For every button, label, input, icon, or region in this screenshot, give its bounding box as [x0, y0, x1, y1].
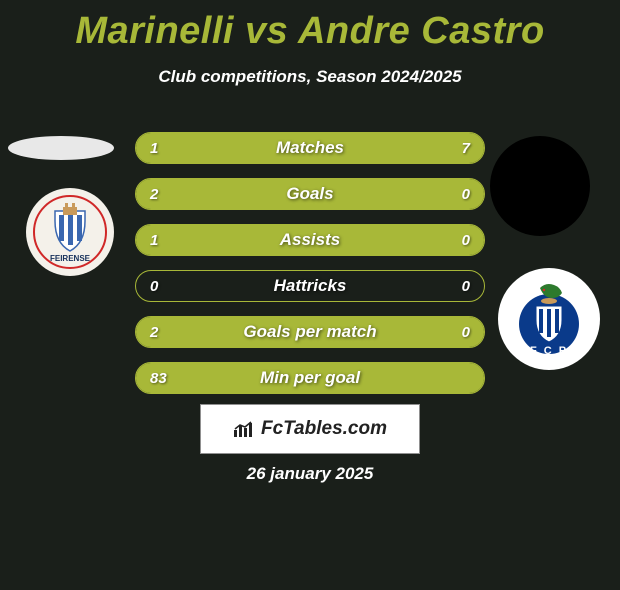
chart-icon — [233, 420, 255, 438]
stats-table: 17Matches 20Goals 10Assists 00Hattricks 20Go… — [135, 132, 485, 408]
stat-row: 17Matches — [135, 132, 485, 164]
subtitle: Club competitions, Season 2024/2025 — [0, 67, 620, 87]
source-badge: FcTables.com — [200, 404, 420, 454]
club-crest-left: FEIRENSE — [26, 188, 114, 276]
porto-crest-icon: F C P — [506, 276, 592, 362]
stat-label: Goals — [136, 184, 484, 204]
player-photo-left — [8, 136, 114, 160]
player-photo-right — [490, 136, 590, 236]
feirense-crest-icon: FEIRENSE — [33, 195, 107, 269]
svg-text:F C P: F C P — [530, 345, 568, 357]
stat-row: 20Goals — [135, 178, 485, 210]
club-crest-right: F C P — [498, 268, 600, 370]
stat-row: 83Min per goal — [135, 362, 485, 394]
stat-row: 00Hattricks — [135, 270, 485, 302]
stat-label: Hattricks — [136, 276, 484, 296]
date-label: 26 january 2025 — [0, 464, 620, 484]
page-title: Marinelli vs Andre Castro — [0, 10, 620, 53]
stat-row: 20Goals per match — [135, 316, 485, 348]
stat-label: Matches — [136, 138, 484, 158]
stat-label: Min per goal — [136, 368, 484, 388]
stat-label: Assists — [136, 230, 484, 250]
svg-text:FEIRENSE: FEIRENSE — [50, 254, 91, 263]
stat-label: Goals per match — [136, 322, 484, 342]
source-badge-text: FcTables.com — [261, 418, 387, 440]
stat-row: 10Assists — [135, 224, 485, 256]
